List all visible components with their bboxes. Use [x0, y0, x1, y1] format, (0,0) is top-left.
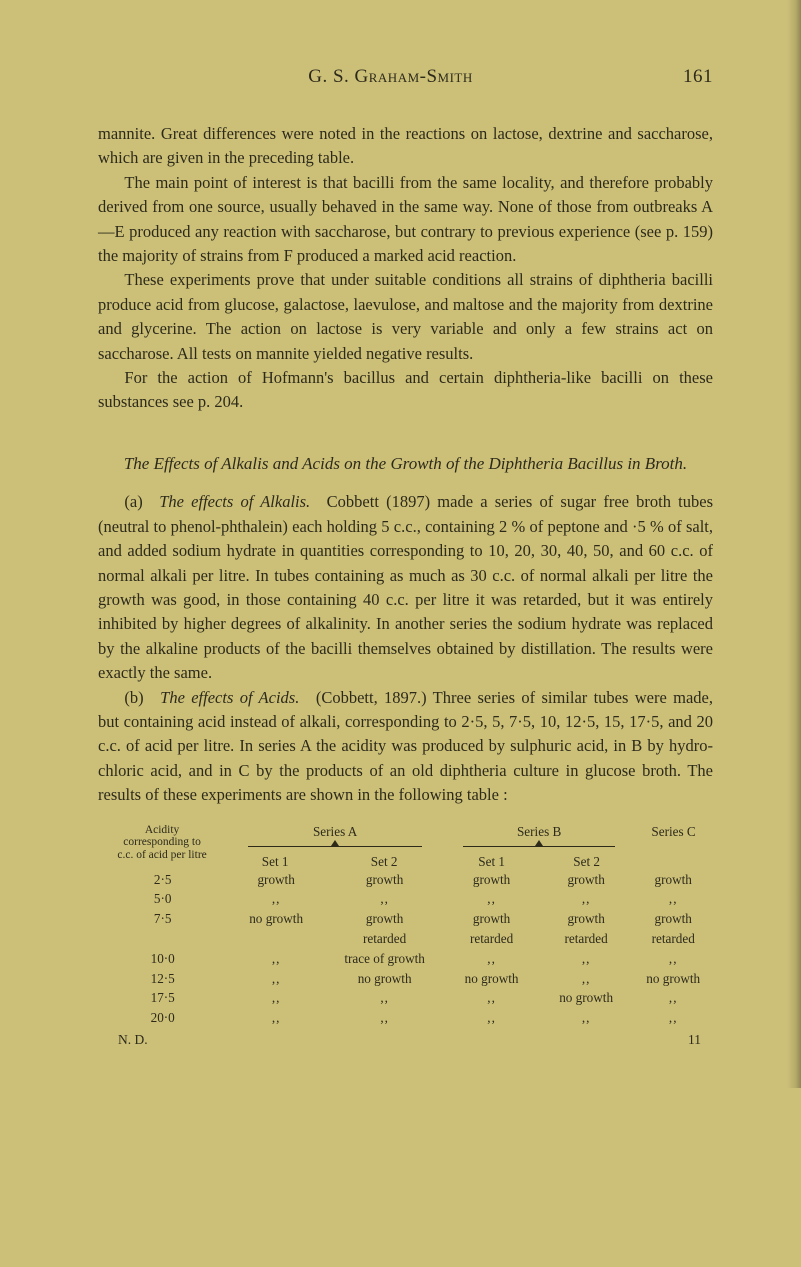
acidity-label-2: corresponding to — [123, 836, 201, 848]
table-cell: growth — [325, 870, 444, 890]
para-label: (b) — [124, 688, 160, 707]
table-cell: ,, — [227, 949, 325, 969]
table-cell: no growth — [227, 909, 325, 929]
table-cell: ,, — [633, 949, 713, 969]
col-header-series-c: Series C — [634, 824, 713, 870]
subhead-set1: Set 1 — [444, 854, 539, 870]
footer-left: N. D. — [98, 1032, 248, 1048]
table-cell: growth — [444, 870, 539, 890]
table-cell: ,, — [227, 889, 325, 909]
footer-right: 11 — [248, 1032, 713, 1048]
table-footer: N. D. 11 — [98, 1032, 713, 1048]
series-b-label: Series B — [517, 824, 561, 839]
table-row: 2·5growthgrowthgrowthgrowthgrowth — [98, 870, 713, 890]
table-cell: 12·5 — [98, 969, 227, 989]
table-cell — [227, 929, 325, 949]
table-cell: ,, — [325, 889, 444, 909]
brace-icon — [444, 840, 634, 854]
table-header-row: Acidity corresponding to c.c. of acid pe… — [98, 824, 713, 870]
table-cell: ,, — [633, 988, 713, 1008]
table-cell: growth — [444, 909, 539, 929]
subhead-set2: Set 2 — [539, 854, 634, 870]
table-cell: growth — [227, 870, 325, 890]
paragraph: The main point of interest is that bacil… — [98, 171, 713, 269]
table-cell: retarded — [539, 929, 634, 949]
table-row: retardedretardedretardedretarded — [98, 929, 713, 949]
table-cell: retarded — [633, 929, 713, 949]
table-cell: ,, — [539, 969, 634, 989]
running-author: G. S. Graham-Smith — [308, 66, 473, 88]
col-header-series-b: Series B Set 1 Set 2 — [444, 824, 634, 870]
series-a-label: Series A — [313, 824, 357, 839]
table-cell: ,, — [444, 1008, 539, 1028]
table-cell: ,, — [325, 1008, 444, 1028]
paragraph: (b) The effects of Acids. (Cobbett, 1897… — [98, 686, 713, 808]
acidity-label-1: Acidity — [145, 824, 180, 836]
table-cell: growth — [539, 909, 634, 929]
table-cell — [98, 929, 227, 949]
table-cell: retarded — [325, 929, 444, 949]
series-c-label: Series C — [651, 824, 695, 839]
para-subtitle: The effects of Alkalis. — [159, 492, 310, 511]
table-cell: ,, — [633, 889, 713, 909]
subhead-set1: Set 1 — [226, 854, 324, 870]
table-cell: no growth — [633, 969, 713, 989]
page: G. S. Graham-Smith 161 mannite. Great di… — [0, 0, 801, 1088]
paragraph: (a) The effects of Alkalis. Cobbett (189… — [98, 490, 713, 685]
experiment-table: Acidity corresponding to c.c. of acid pe… — [98, 824, 713, 1048]
table-cell: no growth — [444, 969, 539, 989]
para-body: Cobbett (1897) made a series of sugar fr… — [98, 492, 713, 682]
table-cell: 10·0 — [98, 949, 227, 969]
section-title: The Effects of Alkalis and Acids on the … — [98, 451, 713, 477]
table-cell: ,, — [444, 949, 539, 969]
acidity-label-3: c.c. of acid per litre — [117, 849, 206, 861]
para-subtitle: The effects of Acids. — [160, 688, 299, 707]
table-row: 17·5,,,,,,no growth,, — [98, 988, 713, 1008]
table-body: 2·5growthgrowthgrowthgrowthgrowth5·0,,,,… — [98, 870, 713, 1028]
paragraph: These experiments prove that under suita… — [98, 268, 713, 366]
table-cell: ,, — [633, 1008, 713, 1028]
table-cell: no growth — [325, 969, 444, 989]
table-cell: retarded — [444, 929, 539, 949]
table-cell: ,, — [539, 949, 634, 969]
table-cell: trace of growth — [325, 949, 444, 969]
page-number: 161 — [683, 66, 713, 88]
table-cell: ,, — [444, 988, 539, 1008]
table-cell: ,, — [227, 1008, 325, 1028]
col-header-series-a: Series A Set 1 Set 2 — [226, 824, 444, 870]
table-cell: ,, — [539, 889, 634, 909]
table-cell: ,, — [444, 889, 539, 909]
table-cell: ,, — [227, 988, 325, 1008]
table-cell: 2·5 — [98, 870, 227, 890]
table-row: 5·0,,,,,,,,,, — [98, 889, 713, 909]
subhead-set2: Set 2 — [324, 854, 444, 870]
table-cell: growth — [633, 909, 713, 929]
table-row: 12·5,,no growthno growth,,no growth — [98, 969, 713, 989]
paragraph: For the action of Hofmann's bacillus and… — [98, 366, 713, 415]
table-cell: 20·0 — [98, 1008, 227, 1028]
para-label: (a) — [124, 492, 159, 511]
table-cell: growth — [633, 870, 713, 890]
table-row: 7·5no growthgrowthgrowthgrowthgrowth — [98, 909, 713, 929]
table-cell: ,, — [325, 988, 444, 1008]
table-row: 10·0,,trace of growth,,,,,, — [98, 949, 713, 969]
table-cell: growth — [539, 870, 634, 890]
table-cell: ,, — [539, 1008, 634, 1028]
table-row: 20·0,,,,,,,,,, — [98, 1008, 713, 1028]
table-cell: 5·0 — [98, 889, 227, 909]
table-cell: growth — [325, 909, 444, 929]
table-cell: no growth — [539, 988, 634, 1008]
running-head: G. S. Graham-Smith 161 — [98, 66, 713, 88]
table-cell: 17·5 — [98, 988, 227, 1008]
table-cell: 7·5 — [98, 909, 227, 929]
paragraph: mannite. Great differences were noted in… — [98, 122, 713, 171]
brace-icon — [226, 840, 444, 854]
col-header-acidity: Acidity corresponding to c.c. of acid pe… — [98, 824, 226, 870]
table-cell: ,, — [227, 969, 325, 989]
